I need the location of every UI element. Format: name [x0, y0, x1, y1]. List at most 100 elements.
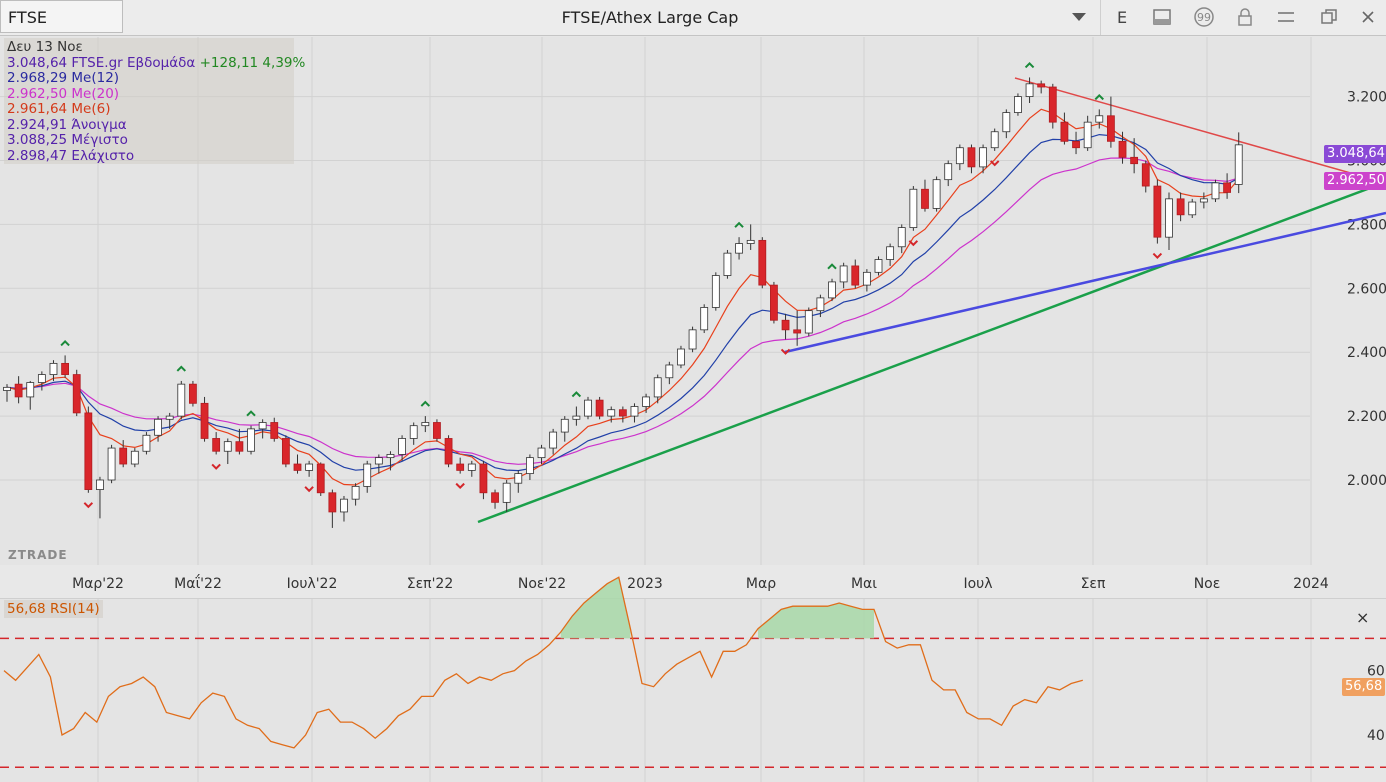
candle-body — [572, 415, 581, 420]
candle — [560, 416, 569, 442]
candle — [642, 393, 650, 413]
lock-icon[interactable] — [1231, 4, 1259, 30]
candle — [526, 454, 534, 480]
candle-body — [1002, 112, 1011, 133]
candle-body — [165, 415, 174, 420]
candle-body — [549, 431, 558, 449]
candle-body — [14, 383, 23, 398]
candle-body — [1165, 198, 1173, 238]
x-tick-label: Νοε — [1194, 576, 1221, 592]
candle-body — [26, 382, 35, 398]
candle — [688, 326, 697, 353]
candle — [932, 176, 941, 212]
rsi-tick-label: 40 — [1367, 728, 1385, 744]
candle — [1234, 132, 1243, 194]
candle-body — [247, 428, 255, 452]
ma20-price-tag: 2.962,50 — [1324, 172, 1386, 190]
chart-legend: Δευ 13 Νοε 3.048,64 FTSE.gr Εβδομάδα +12… — [4, 38, 305, 164]
candle — [816, 294, 825, 318]
candle — [1188, 198, 1197, 219]
candle-body — [630, 406, 639, 417]
candle — [293, 454, 302, 474]
legend-high: 3.088,25 Μέγιστο — [7, 132, 128, 148]
last-price-tag: 3.048,64 — [1324, 145, 1386, 163]
candle — [270, 417, 279, 442]
y-tick-label: 2.400 — [1347, 345, 1386, 361]
candle — [874, 256, 883, 276]
menu-icon[interactable] — [1272, 4, 1300, 30]
candle-body — [688, 329, 697, 350]
legend-open: 2.924,91 Άνοιγμα — [7, 116, 127, 133]
candle-body — [665, 364, 674, 379]
fractal-down-marker — [304, 486, 314, 493]
y-tick-label: 2.000 — [1347, 473, 1386, 489]
candle-body — [595, 399, 604, 417]
close-icon[interactable] — [1354, 4, 1382, 30]
candle-body — [770, 284, 778, 321]
candle — [851, 259, 860, 289]
x-tick-label: Νοε'22 — [518, 576, 566, 592]
candle — [223, 438, 232, 465]
text-style-button[interactable]: E — [1116, 7, 1128, 27]
candle-body — [723, 252, 732, 276]
candle-body — [491, 492, 499, 503]
candle — [1014, 93, 1022, 116]
candle-body — [967, 147, 976, 168]
candle-body — [189, 383, 197, 404]
candle — [677, 345, 685, 369]
rsi-close-button[interactable]: × — [1356, 608, 1370, 627]
candle-body — [560, 418, 569, 433]
candle-body — [1141, 163, 1150, 187]
candle — [909, 186, 918, 231]
candle-body — [1060, 121, 1069, 142]
candle-body — [61, 362, 69, 375]
candle-body — [909, 188, 918, 228]
candle-body — [758, 239, 767, 286]
legend-price: 3.048,64 FTSE.gr Εβδομάδα — [7, 54, 196, 71]
candle-body — [130, 450, 139, 465]
candle-body — [944, 163, 953, 181]
restore-icon[interactable] — [1315, 4, 1343, 30]
candle-body — [3, 386, 11, 391]
candle-body — [1014, 96, 1022, 113]
panel-icon[interactable] — [1148, 4, 1176, 30]
candle-body — [107, 447, 116, 481]
candle-body — [316, 463, 325, 494]
candle-body — [990, 131, 999, 149]
candle — [363, 460, 372, 493]
candle-body — [711, 275, 720, 308]
candle-body — [886, 246, 895, 260]
candle-body — [49, 362, 58, 375]
x-tick-label: Μαρ — [746, 576, 776, 592]
candle — [828, 278, 836, 302]
candle — [130, 448, 139, 468]
candle — [1025, 77, 1034, 103]
candle — [1095, 109, 1104, 129]
legend-ma6: 2.961,64 Me(6) — [7, 101, 111, 117]
fractal-up-marker — [60, 339, 70, 347]
x-tick-label: Ιουλ — [963, 576, 992, 592]
x-tick-label: 2024 — [1293, 576, 1329, 592]
triangle-down-icon[interactable] — [1065, 4, 1093, 30]
candle-body — [142, 434, 151, 452]
title-bar: FTSE FTSE/Athex Large Cap E 99 — [0, 0, 1386, 36]
candle-body — [781, 319, 790, 331]
candle — [1083, 115, 1092, 151]
candle-body — [700, 307, 709, 331]
fractal-up-marker — [176, 365, 187, 372]
rsi-tick-label: 60 — [1367, 664, 1385, 680]
candle-body — [932, 179, 941, 209]
trendline-red — [1014, 77, 1386, 184]
candle — [502, 480, 511, 512]
quote-icon[interactable]: 99 — [1190, 4, 1218, 30]
candle — [351, 483, 360, 506]
candle-body — [1153, 185, 1162, 238]
candle-body — [479, 463, 488, 494]
time-axis — [0, 565, 1310, 599]
trendline-blue — [784, 211, 1386, 354]
legend-date: Δευ 13 Νοε — [7, 39, 83, 55]
candle-body — [514, 473, 523, 484]
candle — [142, 432, 151, 455]
symbol-input[interactable]: FTSE — [0, 0, 123, 33]
candle — [1153, 179, 1162, 244]
